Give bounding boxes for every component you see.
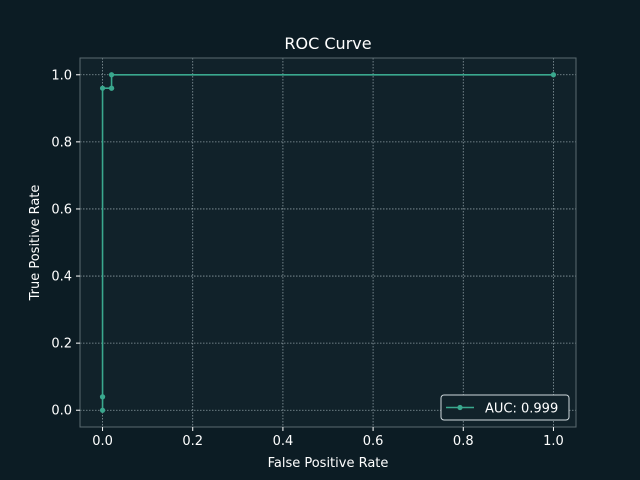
plot-area [80, 58, 576, 427]
x-tick-label: 0.4 [273, 434, 294, 449]
legend: AUC: 0.999 [440, 394, 570, 421]
x-axis-label: False Positive Rate [268, 456, 389, 471]
roc-curve-point [99, 85, 106, 91]
plot-frame [79, 57, 577, 428]
roc-curve-point [108, 72, 115, 78]
y-tick-label: 0.2 [51, 337, 72, 352]
roc-curve-point [99, 407, 106, 413]
legend-marker-sample [457, 404, 463, 411]
legend-box [440, 394, 570, 421]
x-tick-label: 0.0 [92, 434, 113, 449]
x-tick-label: 1.0 [543, 434, 564, 449]
y-tick-label: 0.6 [51, 202, 72, 217]
y-tick-label: 0.4 [51, 270, 72, 285]
x-tick-label: 0.8 [453, 434, 474, 449]
y-tick-label: 0.0 [51, 404, 72, 419]
y-axis-ticks: 0.0 0.2 0.4 0.6 0.8 1.0 [51, 68, 80, 419]
y-tick-label: 1.0 [51, 68, 72, 83]
x-tick-label: 0.2 [182, 434, 203, 449]
chart-title: ROC Curve [284, 34, 371, 53]
legend-entry-label: AUC: 0.999 [485, 402, 558, 417]
y-tick-label: 0.8 [51, 135, 72, 150]
roc-curve-point [550, 72, 557, 78]
roc-curve-point [99, 394, 106, 400]
roc-curve-point [108, 85, 115, 91]
y-axis-label: True Positive Rate [28, 185, 43, 302]
series-layer [99, 72, 557, 413]
x-axis-ticks: 0.0 0.2 0.4 0.6 0.8 1.0 [92, 427, 564, 449]
x-tick-label: 0.6 [363, 434, 384, 449]
